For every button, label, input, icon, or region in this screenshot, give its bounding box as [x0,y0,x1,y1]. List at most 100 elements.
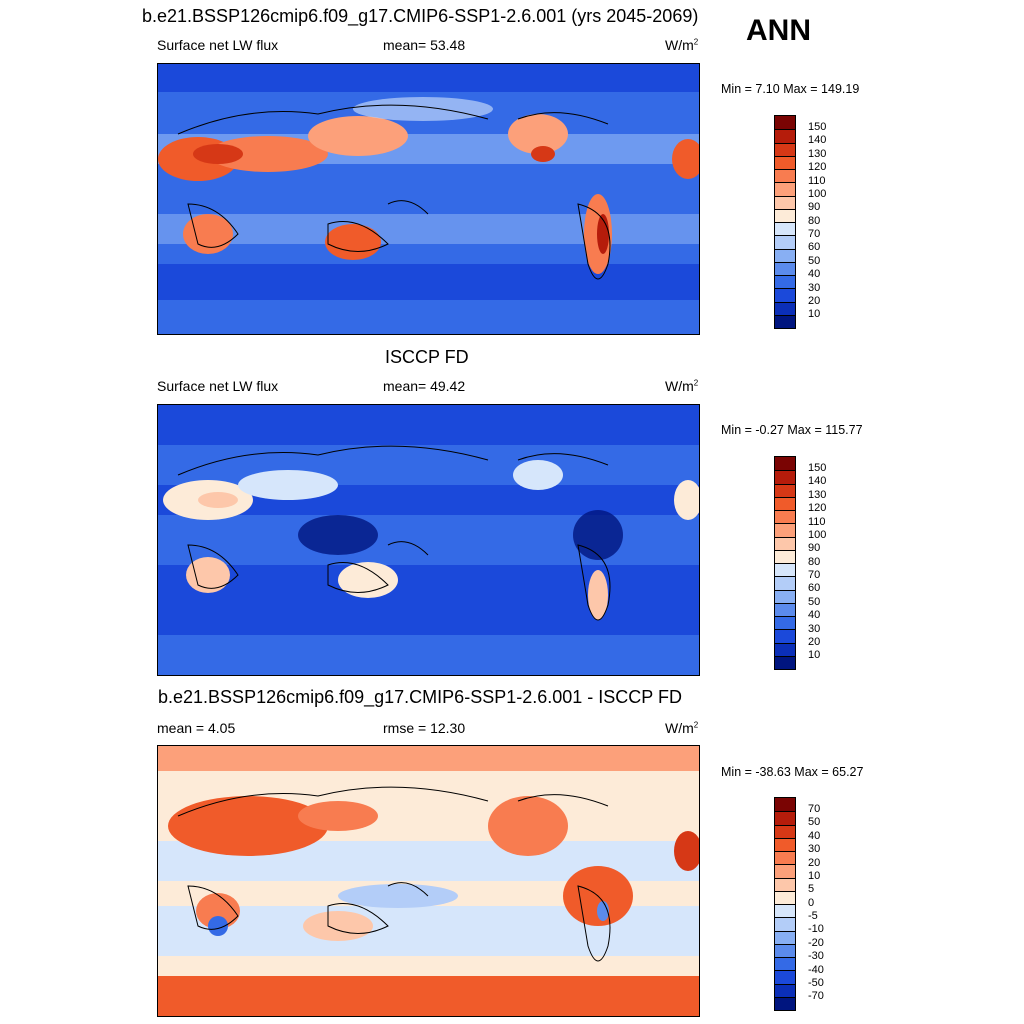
colorbar-swatch [775,235,795,249]
colorbar-swatch [775,877,795,891]
colorbar-swatch [775,824,795,838]
colorbar-tick-label: -50 [808,976,824,989]
colorbar-tick-label: 150 [808,121,827,133]
colorbar-tick-label: -70 [808,990,824,1003]
colorbar-swatch [775,261,795,275]
colorbar-tick-label: 60 [808,241,821,254]
colorbar-tick-label: -5 [808,910,818,922]
colorbar-swatch [775,208,795,222]
colorbar-swatch [775,851,795,865]
colorbar-tick-label: 20 [808,294,821,307]
panel-1-units: W/m2 [665,37,699,53]
colorbar-tick-label: 140 [808,475,827,488]
colorbar-swatch [775,837,795,851]
colorbar-tick-label: 70 [808,803,821,815]
colorbar-swatch [775,602,795,616]
colorbar-tick-label: -10 [808,923,824,936]
colorbar-swatch [775,275,795,289]
colorbar-swatch [775,798,795,812]
panel-2-title: ISCCP FD [385,347,469,367]
colorbar-swatch [775,523,795,537]
panel-1-colorbar [774,115,796,329]
colorbar-swatch [775,576,795,590]
colorbar-tick-label: 80 [808,214,821,227]
colorbar-swatch [775,248,795,262]
season-label: ANN [746,14,811,47]
colorbar-tick-label: 130 [808,147,827,160]
colorbar-swatch [775,536,795,550]
colorbar-tick-label: 130 [808,488,827,501]
colorbar-swatch [775,470,795,484]
colorbar-swatch [775,182,795,196]
colorbar-swatch [775,930,795,944]
colorbar-swatch [775,957,795,971]
colorbar-swatch [775,616,795,630]
colorbar-swatch [775,155,795,169]
panel-3-colorbar [774,797,796,1011]
colorbar-swatch [775,917,795,931]
colorbar-swatch [775,811,795,825]
colorbar-swatch [775,996,795,1010]
colorbar-swatch [775,655,795,669]
colorbar-tick-label: 40 [808,829,821,842]
colorbar-swatch [775,496,795,510]
panel-2-mean-label: mean= 49.42 [383,378,466,394]
colorbar-tick-label: 30 [808,281,821,294]
colorbar-tick-label: 100 [808,528,827,541]
colorbar-swatch [775,483,795,497]
colorbar-tick-label: 40 [808,268,821,281]
colorbar-tick-label: 110 [808,515,826,528]
colorbar-tick-label: 40 [808,609,821,622]
panel-2-variable-label: Surface net LW flux [157,378,279,394]
colorbar-tick-label: 70 [808,228,821,240]
colorbar-swatch [775,642,795,656]
colorbar-swatch [775,943,795,957]
colorbar-swatch [775,169,795,183]
colorbar-tick-label: 100 [808,187,827,200]
main-title: b.e21.BSSP126cmip6.f09_g17.CMIP6-SSP1-2.… [142,6,699,26]
colorbar-swatch [775,314,795,328]
colorbar-swatch [775,510,795,524]
colorbar-tick-label: 0 [808,896,815,909]
colorbar-tick-label: 120 [808,161,827,174]
colorbar-tick-label: 70 [808,569,821,581]
panel-3-map [157,745,700,1017]
panel-2-units: W/m2 [665,378,699,394]
colorbar-swatch [775,983,795,997]
panel-2-colorbar [774,456,796,670]
colorbar-swatch [775,864,795,878]
colorbar-tick-label: 10 [808,649,821,662]
colorbar-swatch [775,301,795,315]
colorbar-tick-label: 90 [808,542,821,555]
colorbar-tick-label: 60 [808,582,821,595]
colorbar-tick-label: 20 [808,856,821,869]
panel-2-map [157,404,700,676]
colorbar-tick-label: 30 [808,843,821,856]
colorbar-swatch [775,563,795,577]
colorbar-tick-label: 10 [808,869,821,882]
panel-1-variable-label: Surface net LW flux [157,37,279,53]
panel-2-minmax: Min = -0.27 Max = 115.77 [721,423,863,437]
colorbar-swatch [775,222,795,236]
colorbar-tick-label: 90 [808,201,821,214]
colorbar-tick-label: 20 [808,635,821,648]
colorbar-tick-label: 10 [808,308,821,321]
colorbar-swatch [775,970,795,984]
colorbar-tick-label: 150 [808,462,827,474]
colorbar-swatch [775,142,795,156]
colorbar-tick-label: 50 [808,595,821,608]
colorbar-tick-label: 5 [808,883,815,896]
colorbar-tick-label: 50 [808,254,821,267]
colorbar-tick-label: -40 [808,963,824,976]
colorbar-swatch [775,288,795,302]
colorbar-swatch [775,195,795,209]
panel-1-mean-label: mean= 53.48 [383,37,466,53]
panel-3-units: W/m2 [665,720,699,736]
panel-3-mean-label: mean = 4.05 [157,720,236,736]
panel-1-map [157,63,700,335]
colorbar-swatch [775,129,795,143]
panel-3-title: b.e21.BSSP126cmip6.f09_g17.CMIP6-SSP1-2.… [158,687,682,707]
colorbar-tick-label: 140 [808,134,827,147]
colorbar-tick-label: -20 [808,936,824,949]
colorbar-tick-label: 50 [808,816,821,829]
